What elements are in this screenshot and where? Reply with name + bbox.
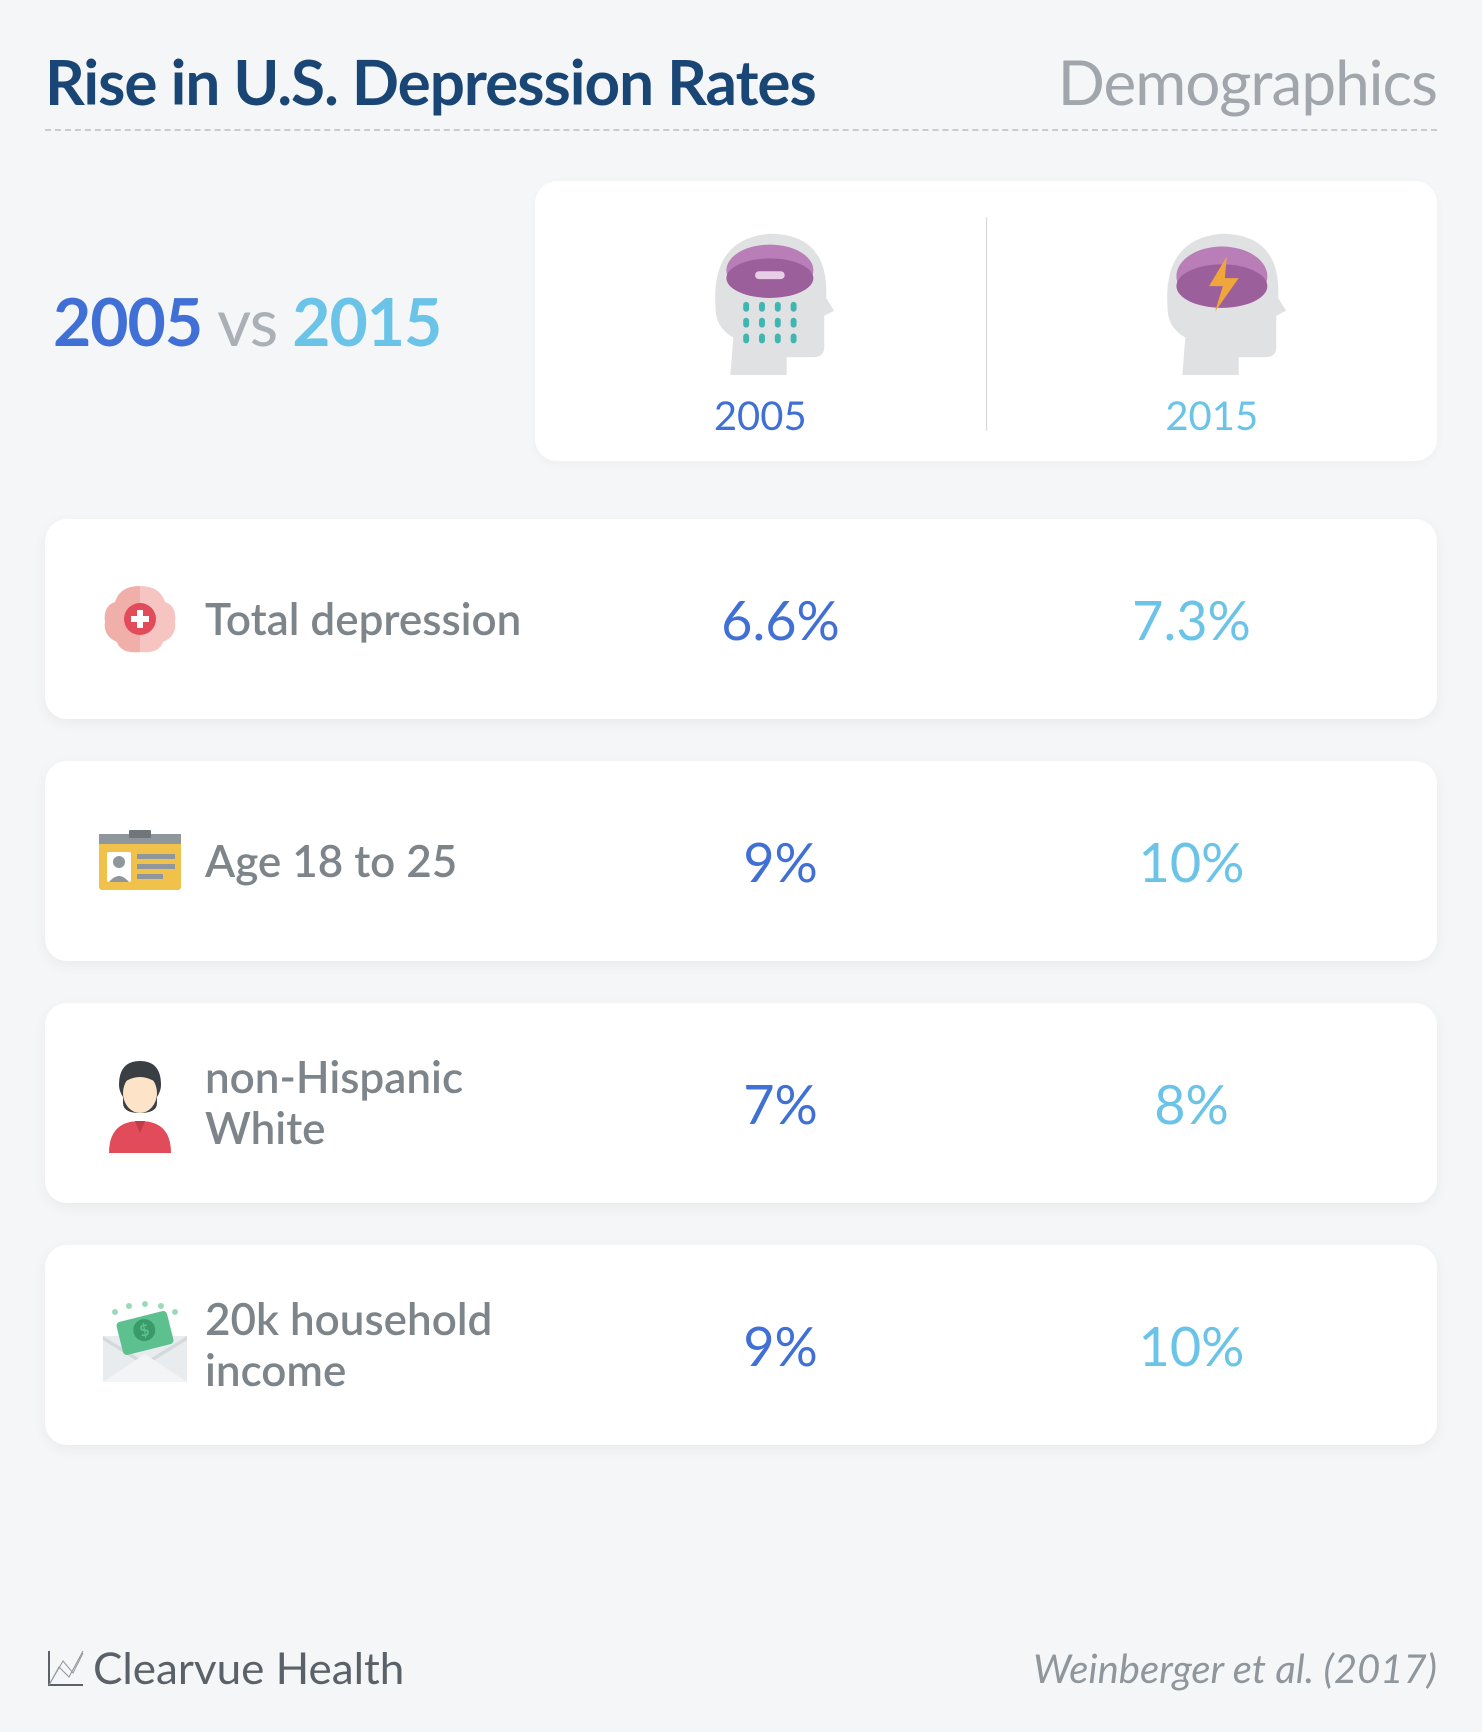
row-value-2005: 9% <box>575 829 986 894</box>
row-value-2005: 7% <box>575 1071 986 1136</box>
year-b-text: 2015 <box>292 282 441 361</box>
row-value-2015: 10% <box>986 1313 1397 1378</box>
head-rain-icon <box>675 209 845 377</box>
year-a-label: 2005 <box>714 391 807 439</box>
row-value-2015: 8% <box>986 1071 1397 1136</box>
brand: Clearvue Health <box>45 1642 404 1694</box>
row-label: Total depression <box>205 594 575 645</box>
citation: Weinberger et al. (2017) <box>1033 1644 1437 1692</box>
vs-text: vs <box>217 282 277 361</box>
head-storm-icon <box>1127 209 1297 377</box>
years-row: 2005 vs 2015 2005 <box>45 181 1437 461</box>
year-icons-card: 2005 2015 <box>535 181 1437 461</box>
row-label: Age 18 to 25 <box>205 836 575 887</box>
footer: Clearvue Health Weinberger et al. (2017) <box>45 1642 1437 1694</box>
person-icon <box>95 1053 205 1153</box>
data-rows: Total depression 6.6% 7.3% Age 18 to 25 … <box>45 519 1437 1445</box>
years-comparison-label: 2005 vs 2015 <box>45 282 535 361</box>
year-b-column: 2015 <box>987 209 1438 439</box>
brain-icon <box>95 574 205 664</box>
brand-text: Clearvue Health <box>93 1642 404 1694</box>
row-total-depression: Total depression 6.6% 7.3% <box>45 519 1437 719</box>
row-value-2005: 9% <box>575 1313 986 1378</box>
row-age-18-25: Age 18 to 25 9% 10% <box>45 761 1437 961</box>
row-non-hispanic-white: non-Hispanic White 7% 8% <box>45 1003 1437 1203</box>
row-label: 20k household income <box>205 1294 575 1395</box>
row-household-income: $ 20k household income 9% 10% <box>45 1245 1437 1445</box>
row-value-2015: 7.3% <box>986 587 1397 652</box>
year-b-label: 2015 <box>1165 391 1258 439</box>
page-subtitle: Demographics <box>1058 45 1437 119</box>
year-a-column: 2005 <box>535 209 986 439</box>
row-value-2015: 10% <box>986 829 1397 894</box>
brand-logo-icon <box>45 1647 87 1689</box>
header: Rise in U.S. Depression Rates Demographi… <box>45 45 1437 131</box>
page-title: Rise in U.S. Depression Rates <box>45 45 816 119</box>
money-icon: $ <box>95 1300 205 1390</box>
year-a-text: 2005 <box>53 282 202 361</box>
row-label: non-Hispanic White <box>205 1052 575 1153</box>
row-value-2005: 6.6% <box>575 587 986 652</box>
id-card-icon <box>95 826 205 896</box>
